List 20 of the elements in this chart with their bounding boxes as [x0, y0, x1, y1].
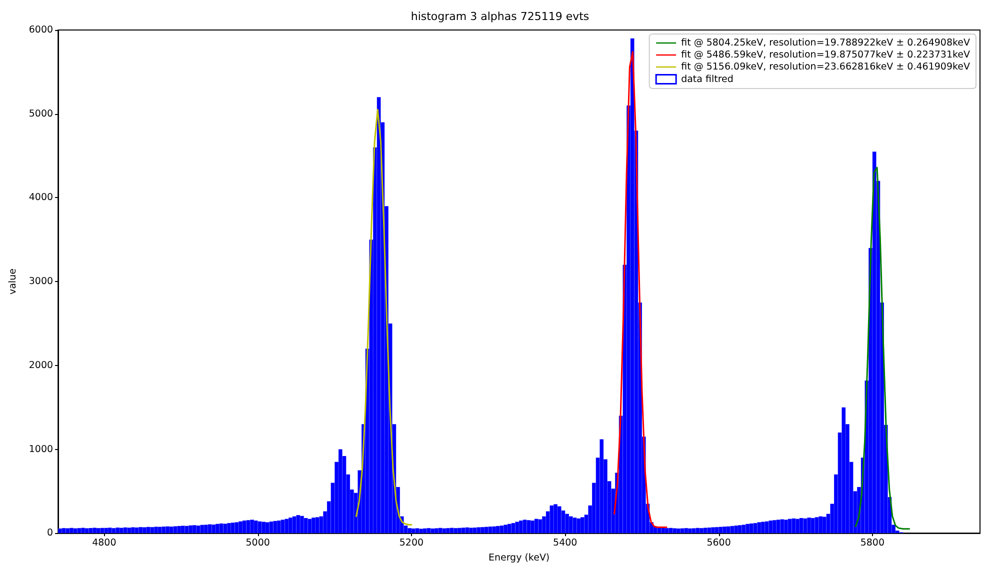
legend-label: fit @ 5156.09keV, resolution=23.662816keV ± 0.461909keV: [681, 62, 970, 72]
x-tick-label: 4800: [92, 538, 116, 549]
y-axis-title: value: [8, 268, 18, 295]
chart-title: histogram 3 alphas 725119 evts: [410, 10, 590, 23]
y-tick-label: 2000: [28, 360, 54, 371]
x-tick-label: 5800: [860, 538, 885, 549]
legend-label: fit @ 5804.25keV, resolution=19.788922keV ± 0.264908keV: [681, 38, 970, 48]
x-tick-label: 5000: [246, 538, 270, 549]
y-tick-label: 3000: [28, 276, 54, 288]
x-tick-label: 5600: [706, 538, 731, 549]
legend-label: fit @ 5486.59keV, resolution=19.875077keV ± 0.223731keV: [681, 50, 970, 60]
x-axis-title: Energy (keV): [488, 552, 550, 564]
legend-label: data filtred: [681, 74, 734, 85]
x-tick-label: 5400: [553, 538, 578, 549]
y-tick-label: 5000: [28, 108, 54, 120]
y-tick-label: 0: [47, 528, 54, 539]
y-tick-label: 1000: [28, 444, 54, 455]
y-tick-label: 6000: [28, 24, 54, 36]
x-tick-label: 5200: [399, 538, 424, 549]
y-tick-label: 4000: [28, 192, 54, 204]
